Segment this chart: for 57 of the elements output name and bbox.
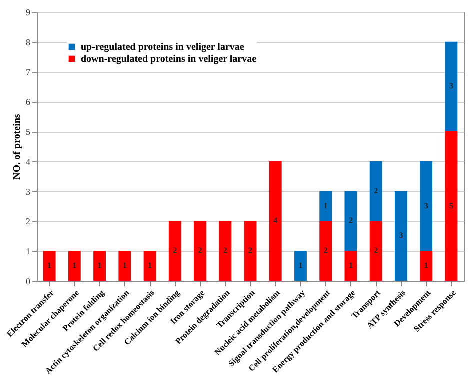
bar: [219, 221, 232, 281]
legend-label: up-regulated proteins in veliger larvae: [81, 42, 245, 53]
y-tick-label: 2: [26, 216, 30, 227]
data-label: 2: [324, 246, 328, 256]
data-label: 2: [198, 246, 202, 256]
y-tick-label: 1: [26, 246, 30, 257]
bar: [294, 251, 307, 281]
y-tick-label: 3: [26, 186, 31, 197]
y-tick-label: 6: [26, 97, 31, 108]
data-label: 5: [449, 201, 454, 210]
bar: [344, 251, 358, 281]
bar: [445, 132, 458, 281]
y-tick-label: 0: [26, 276, 31, 286]
bar: [394, 191, 408, 281]
bar: [445, 42, 458, 132]
bar: [370, 161, 382, 222]
data-label: 2: [223, 246, 228, 256]
bar: [68, 251, 81, 281]
bar: [43, 251, 56, 281]
data-label: 3: [449, 82, 454, 91]
bar: [320, 221, 332, 281]
data-label: 2: [374, 246, 378, 256]
y-tick-label: 9: [26, 8, 31, 18]
y-tick-label: 4: [26, 156, 31, 167]
bar: [244, 221, 257, 281]
data-label: 1: [98, 261, 102, 270]
data-label: 2: [348, 216, 353, 226]
data-label: 4: [274, 216, 278, 226]
data-label: 1: [324, 201, 328, 210]
y-axis-title: NO. of proteins: [12, 114, 23, 180]
bar: [118, 251, 132, 281]
y-tick-label: 8: [26, 37, 31, 48]
bar: [320, 191, 332, 222]
data-label: 1: [148, 261, 152, 270]
data-label: 2: [248, 246, 252, 256]
bar: [420, 251, 433, 281]
bar: [94, 251, 106, 281]
data-label: 3: [424, 201, 428, 210]
bar: [269, 161, 282, 281]
y-tick-label: 7: [26, 67, 31, 78]
bar: [194, 221, 206, 281]
bar: [370, 221, 382, 281]
data-label: 1: [72, 261, 77, 270]
legend-label: down-regulated proteins in veliger larvae: [81, 54, 258, 65]
data-label: 3: [399, 231, 404, 240]
bar: [344, 191, 358, 252]
bar: [168, 221, 182, 281]
data-label: 2: [374, 186, 378, 196]
y-tick-label: 5: [26, 127, 31, 138]
bar: [144, 251, 156, 281]
data-label: 1: [424, 261, 428, 270]
bar: [420, 161, 433, 252]
data-label: 1: [48, 261, 52, 270]
data-label: 1: [298, 261, 303, 270]
data-label: 2: [173, 246, 178, 256]
data-label: 1: [122, 261, 127, 270]
data-label: 1: [348, 261, 353, 270]
